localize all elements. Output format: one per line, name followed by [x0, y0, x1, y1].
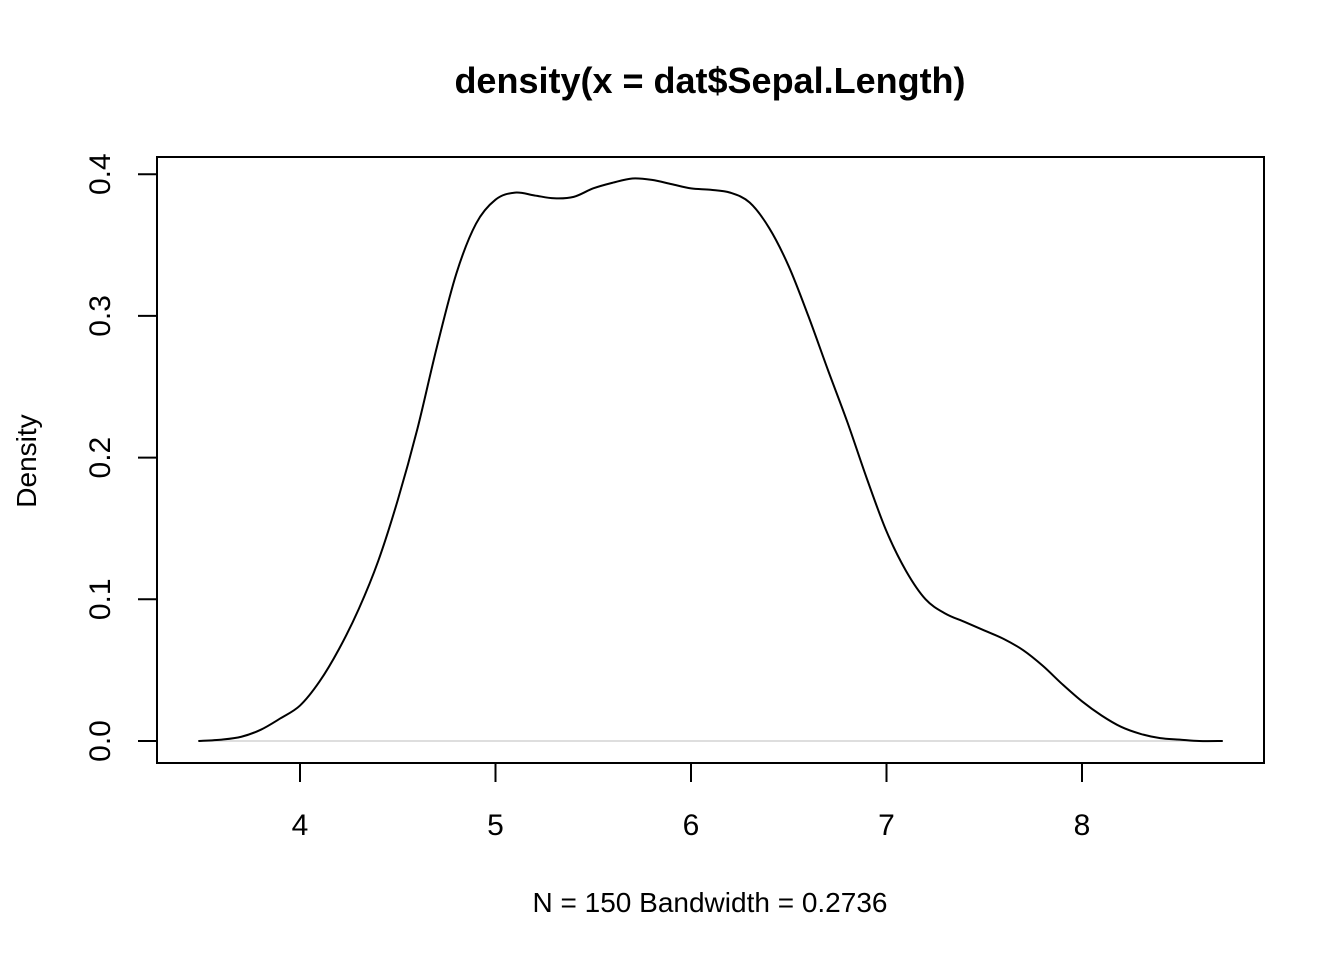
y-tick-label: 0.2 — [84, 437, 117, 479]
x-axis: 4 5 6 7 8 — [292, 762, 1091, 842]
x-tick-label: 4 — [292, 809, 309, 842]
y-tick-label: 0.1 — [84, 578, 117, 620]
y-tick-label: 0.3 — [84, 295, 117, 337]
y-axis-label: Density — [11, 414, 42, 507]
x-tick-label: 8 — [1074, 809, 1091, 842]
x-tick-label: 6 — [683, 809, 700, 842]
plot-frame — [156, 156, 1265, 764]
x-tick-label: 7 — [878, 809, 895, 842]
x-axis-label: N = 150 Bandwidth = 0.2736 — [533, 887, 888, 918]
y-tick-label: 0.4 — [84, 153, 117, 195]
y-tick-label: 0.0 — [84, 720, 117, 762]
density-curve — [198, 177, 1223, 743]
x-tick-label: 5 — [487, 809, 504, 842]
y-axis: 0.0 0.1 0.2 0.3 0.4 — [84, 153, 158, 762]
chart-title: density(x = dat$Sepal.Length) — [454, 60, 965, 101]
